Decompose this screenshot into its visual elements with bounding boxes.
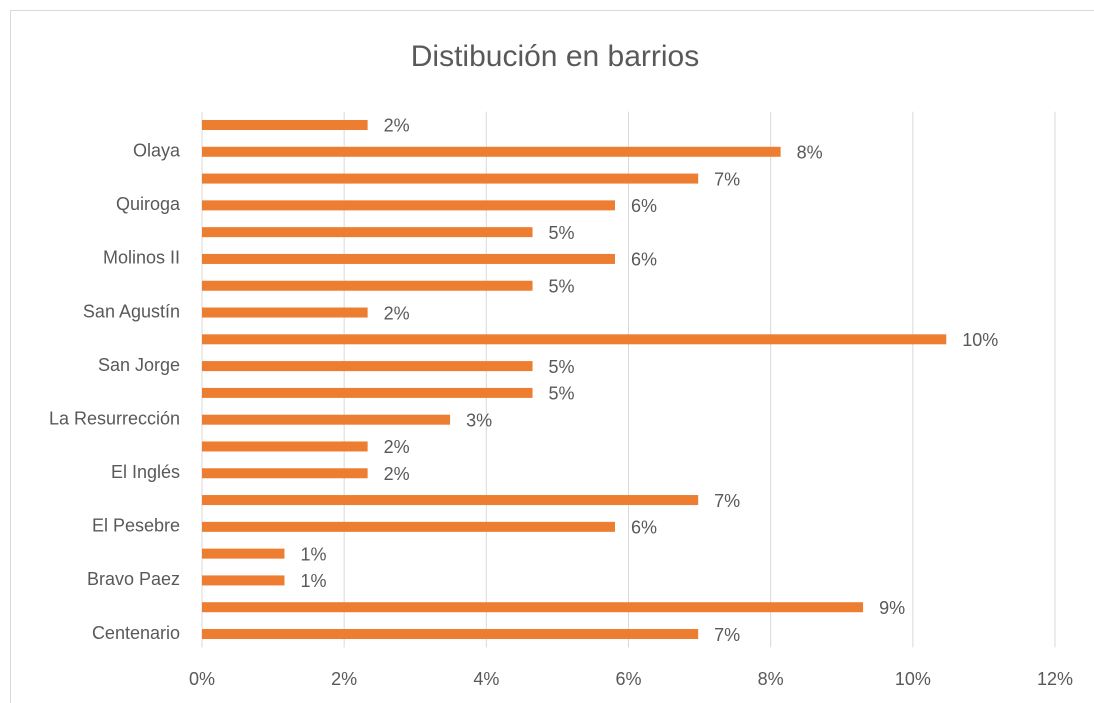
y-tick-label: Centenario	[92, 623, 180, 643]
bar	[202, 575, 285, 586]
bar	[202, 280, 533, 291]
bar	[202, 119, 368, 130]
data-label: 1%	[300, 544, 326, 564]
bar	[202, 495, 699, 506]
y-tick-label: San Jorge	[98, 355, 180, 375]
data-label: 7%	[714, 169, 740, 189]
x-tick-label: 0%	[189, 669, 215, 689]
x-tick-label: 6%	[615, 669, 641, 689]
y-tick-label: El Pesebre	[92, 516, 180, 536]
x-tick-label: 10%	[895, 669, 931, 689]
x-tick-label: 4%	[473, 669, 499, 689]
y-tick-label: San Agustín	[83, 301, 180, 321]
bar	[202, 441, 368, 452]
x-tick-label: 8%	[758, 669, 784, 689]
bar	[202, 146, 781, 157]
chart-border	[10, 10, 1094, 703]
y-tick-label: Bravo Paez	[87, 569, 180, 589]
y-tick-label: Olaya	[133, 141, 181, 161]
bar	[202, 602, 864, 613]
y-tick-label: El Inglés	[111, 462, 180, 482]
bar	[202, 361, 533, 372]
data-label: 8%	[797, 143, 823, 163]
bar	[202, 253, 615, 264]
data-label: 6%	[631, 250, 657, 270]
data-label: 10%	[962, 330, 998, 350]
bar	[202, 307, 368, 318]
data-label: 7%	[714, 625, 740, 645]
bar	[202, 521, 615, 532]
y-tick-label: Molinos II	[103, 248, 180, 268]
data-label: 6%	[631, 518, 657, 538]
data-label: 2%	[384, 437, 410, 457]
data-label: 5%	[549, 276, 575, 296]
data-label: 2%	[384, 116, 410, 136]
x-tick-label: 2%	[331, 669, 357, 689]
data-label: 3%	[466, 410, 492, 430]
y-tick-label: Quiroga	[116, 194, 181, 214]
bar	[202, 387, 533, 398]
bar	[202, 629, 699, 640]
x-tick-label: 12%	[1037, 669, 1073, 689]
bar	[202, 173, 699, 184]
data-label: 6%	[631, 196, 657, 216]
data-label: 5%	[549, 384, 575, 404]
data-label: 5%	[549, 223, 575, 243]
data-label: 9%	[879, 598, 905, 618]
bar	[202, 414, 451, 425]
data-label: 5%	[549, 357, 575, 377]
bar	[202, 548, 285, 559]
bar	[202, 468, 368, 479]
data-label: 1%	[300, 571, 326, 591]
y-tick-label: La Resurrección	[49, 408, 180, 428]
chart-title: Distibución en barrios	[411, 40, 699, 73]
bar	[202, 334, 947, 345]
data-label: 2%	[384, 303, 410, 323]
data-label: 2%	[384, 464, 410, 484]
data-label: 7%	[714, 491, 740, 511]
bar	[202, 227, 533, 238]
bar	[202, 200, 615, 211]
